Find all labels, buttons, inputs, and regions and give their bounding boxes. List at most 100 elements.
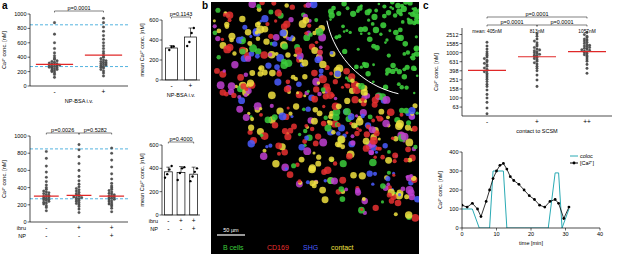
b-cell xyxy=(400,85,404,89)
cell xyxy=(375,94,380,99)
y-tick xyxy=(28,187,31,188)
cell xyxy=(361,97,365,101)
cell xyxy=(381,200,384,203)
swarm-point xyxy=(78,155,81,158)
category-label: ++ xyxy=(583,118,591,125)
p-value: p=0.0026 xyxy=(51,127,74,133)
image-legend-label: SHG xyxy=(303,244,318,251)
x-axis xyxy=(30,86,128,87)
swarm-point xyxy=(102,70,105,73)
p-value: p=0.0001 xyxy=(500,19,523,25)
swarm-point xyxy=(75,192,78,195)
x-tick-label: 0 xyxy=(460,231,463,237)
y-tick-label: 400 xyxy=(17,185,26,191)
p-bracket xyxy=(487,25,537,27)
cell xyxy=(373,172,377,176)
cell xyxy=(319,187,326,194)
cell xyxy=(311,70,318,77)
cell xyxy=(285,52,290,57)
cell xyxy=(243,114,250,121)
swarm-point xyxy=(48,191,51,194)
y-axis-label: Ca²⁺ conc. [nM] xyxy=(433,53,439,91)
swarm-point xyxy=(486,80,489,83)
cell xyxy=(307,24,311,28)
cell xyxy=(304,32,308,36)
y-tick xyxy=(160,145,163,146)
follicle-border xyxy=(327,21,399,94)
cell xyxy=(306,2,312,8)
cell xyxy=(237,74,244,81)
b-cell xyxy=(367,36,373,42)
replicate-point xyxy=(183,166,185,168)
cell xyxy=(331,130,336,135)
cell xyxy=(217,81,225,89)
b-cell xyxy=(346,6,350,10)
cell xyxy=(288,128,294,134)
y-tick xyxy=(28,204,31,205)
b-cell xyxy=(357,6,362,11)
swarm-point xyxy=(108,192,111,195)
y-tick xyxy=(460,52,463,53)
swarm-point xyxy=(486,93,489,96)
cell xyxy=(249,35,252,38)
cell xyxy=(319,61,326,68)
b-cell xyxy=(371,22,375,26)
line-marker xyxy=(471,202,474,205)
cell xyxy=(296,82,302,88)
cell xyxy=(333,79,338,84)
p-value: p=0.1143 xyxy=(170,11,193,17)
cell xyxy=(302,74,307,79)
replicate-point xyxy=(173,45,175,47)
p-value: p=0.0001 xyxy=(67,5,90,11)
cell xyxy=(281,59,287,65)
swarm-point xyxy=(100,60,103,63)
error-bar xyxy=(179,167,183,173)
cell xyxy=(371,182,374,185)
y-tick xyxy=(160,20,163,21)
b-cell xyxy=(393,13,397,17)
cell xyxy=(331,177,338,184)
y-tick-label: 400 xyxy=(149,165,158,171)
mean-line xyxy=(568,51,606,52)
mean-line xyxy=(518,56,556,57)
line-marker xyxy=(495,170,498,173)
cell xyxy=(327,120,330,123)
b-cell xyxy=(360,32,363,35)
mean-line xyxy=(67,195,92,196)
cell xyxy=(383,96,391,104)
swarm-point xyxy=(110,210,113,213)
cell xyxy=(314,18,318,22)
cell xyxy=(211,12,212,15)
panel-label: a xyxy=(2,0,8,11)
cell xyxy=(223,69,226,72)
cell xyxy=(322,196,329,203)
swarm-point xyxy=(486,41,489,44)
cell xyxy=(298,179,302,183)
line-marker xyxy=(480,215,483,218)
swarm-point xyxy=(53,52,56,55)
y-tick xyxy=(460,61,463,62)
cell xyxy=(336,123,340,127)
cell xyxy=(215,36,220,41)
swarm-point xyxy=(102,17,105,20)
cell xyxy=(319,75,327,83)
cell xyxy=(275,143,282,150)
cell xyxy=(248,140,255,147)
cell xyxy=(313,107,319,113)
swarm-point xyxy=(486,45,489,48)
cell xyxy=(309,164,316,171)
swarm-point xyxy=(586,48,589,51)
cell xyxy=(247,41,252,46)
p-value: p=0.4000 xyxy=(169,136,192,142)
cell xyxy=(284,133,291,140)
cell xyxy=(214,68,220,74)
swarm-point xyxy=(78,175,81,178)
b-cell xyxy=(378,3,381,6)
swarm-point xyxy=(486,97,489,100)
cell xyxy=(369,150,374,155)
y-axis-label: Ca²⁺ conc. [nM] xyxy=(1,160,7,198)
cell xyxy=(268,53,272,57)
plot-area xyxy=(30,143,128,214)
category-label: - xyxy=(78,232,80,239)
cell xyxy=(340,160,347,167)
